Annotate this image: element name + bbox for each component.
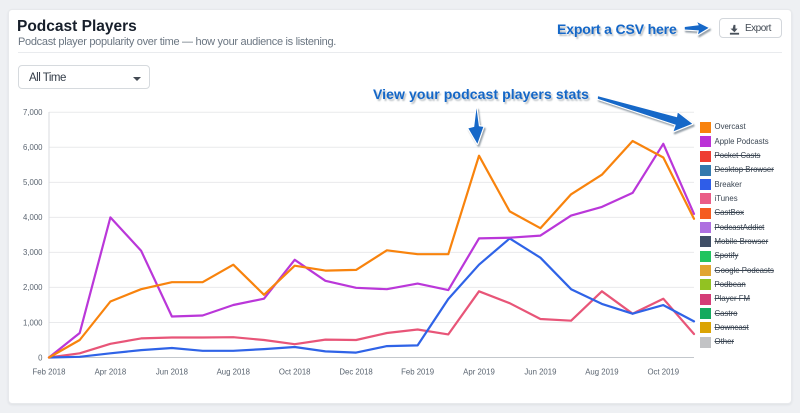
svg-text:5,000: 5,000 (23, 178, 43, 187)
svg-text:4,000: 4,000 (23, 213, 43, 222)
svg-text:Aug 2019: Aug 2019 (585, 368, 618, 377)
svg-text:Aug 2018: Aug 2018 (217, 368, 250, 377)
svg-text:0: 0 (38, 353, 43, 362)
svg-text:Jun 2019: Jun 2019 (524, 368, 556, 377)
svg-text:Jun 2018: Jun 2018 (156, 368, 188, 377)
svg-text:Feb 2019: Feb 2019 (401, 368, 434, 377)
svg-text:6,000: 6,000 (23, 143, 43, 152)
svg-text:2,000: 2,000 (23, 283, 43, 292)
svg-text:Apr 2019: Apr 2019 (463, 368, 495, 377)
svg-text:Oct 2018: Oct 2018 (279, 368, 311, 377)
svg-text:Feb 2018: Feb 2018 (33, 368, 66, 377)
svg-text:7,000: 7,000 (23, 108, 43, 117)
svg-text:Apr 2018: Apr 2018 (95, 368, 127, 377)
svg-text:Oct 2019: Oct 2019 (647, 368, 679, 377)
svg-text:1,000: 1,000 (23, 318, 43, 327)
svg-text:3,000: 3,000 (23, 248, 43, 257)
svg-text:Dec 2018: Dec 2018 (339, 368, 372, 377)
